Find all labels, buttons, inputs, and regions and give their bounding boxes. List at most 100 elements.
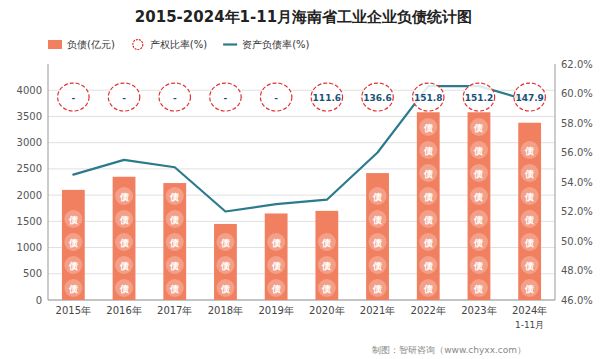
y-tick-label: 0 — [36, 295, 42, 306]
plot-area — [62, 86, 541, 300]
bar-text: 债 — [423, 261, 433, 271]
bar — [315, 211, 338, 300]
ratio-label: - — [173, 93, 177, 103]
bar-circle — [419, 187, 437, 205]
bar-text: 债 — [119, 261, 129, 271]
ratio-label: 147.9 — [515, 93, 543, 103]
bar-text: 债 — [423, 192, 433, 202]
legend-label: 资产负债率(%) — [242, 39, 309, 50]
bar-text: 债 — [524, 215, 534, 225]
y-tick-label: 4000 — [17, 85, 42, 96]
x-tick-label: 2017年 — [157, 305, 192, 316]
bar-text: 债 — [119, 284, 129, 294]
bar — [265, 213, 288, 300]
bar-circle — [419, 141, 437, 159]
bar-text: 债 — [68, 261, 78, 271]
ratio-label: 111.6 — [313, 93, 341, 103]
bar-text: 债 — [372, 192, 382, 202]
x-tick-label: 2020年 — [309, 305, 344, 316]
y-tick-label: 2500 — [17, 163, 42, 174]
bar-text: 债 — [524, 238, 534, 248]
y-tick-label: 3000 — [17, 137, 42, 148]
bar-circle — [318, 279, 336, 297]
bar-text: 债 — [321, 238, 331, 248]
ratio-ellipse — [260, 83, 291, 111]
ratio-label: 136.6 — [363, 93, 391, 103]
x-tick-label: 2018年 — [208, 305, 243, 316]
bar-circle — [521, 141, 539, 159]
bar-circle — [166, 279, 184, 297]
bar-text: 债 — [321, 284, 331, 294]
bar-circle — [64, 279, 82, 297]
bar-text: 债 — [220, 284, 230, 294]
bar-text: 债 — [423, 146, 433, 156]
bar-text: 债 — [473, 215, 483, 225]
bar-circle — [419, 210, 437, 228]
bar-circle — [521, 279, 539, 297]
y2-tick-label: 56.0% — [561, 147, 593, 158]
y-tick-label: 1500 — [17, 216, 42, 227]
bar-circle — [267, 233, 285, 251]
y-tick-label: 1000 — [17, 242, 42, 253]
bar-text: 债 — [169, 215, 179, 225]
bar-circle — [470, 118, 488, 136]
bar-circle — [470, 141, 488, 159]
bar-text: 债 — [372, 284, 382, 294]
x-tick-label: 2016年 — [106, 305, 141, 316]
chart: 2015-2024年1-11月海南省工业企业负债统计图0500100015002… — [0, 0, 607, 359]
bar-text: 债 — [271, 238, 281, 248]
bar-text: 债 — [271, 284, 281, 294]
bar-text: 债 — [372, 215, 382, 225]
bar-text: 债 — [423, 123, 433, 133]
y2-tick-label: 62.0% — [561, 59, 593, 70]
bar-circle — [216, 233, 234, 251]
ratio-ellipse — [311, 83, 342, 111]
bar — [214, 224, 237, 300]
bar — [468, 112, 491, 300]
ratio-ellipse — [159, 83, 190, 111]
y2-tick-label: 48.0% — [561, 265, 593, 276]
bar-circle — [470, 256, 488, 274]
bar-circle — [521, 210, 539, 228]
bar-circle — [216, 256, 234, 274]
y2-axis-line — [555, 64, 556, 300]
bar-circle — [470, 187, 488, 205]
ratio-ellipse — [108, 83, 139, 111]
title: 2015-2024年1-11月海南省工业企业负债统计图 — [135, 8, 472, 26]
y2-tick-label: 60.0% — [561, 88, 593, 99]
bar-text: 债 — [68, 284, 78, 294]
bar-circle — [521, 256, 539, 274]
bar-circle — [419, 164, 437, 182]
bar — [518, 123, 541, 300]
bar-text: 债 — [169, 261, 179, 271]
ratio-label: - — [274, 93, 278, 103]
bar-text: 债 — [524, 146, 534, 156]
bar-text: 债 — [473, 284, 483, 294]
y-tick-label: 3500 — [17, 111, 42, 122]
ratio-label: - — [71, 93, 75, 103]
legend-swatch — [223, 43, 237, 45]
bar-text: 债 — [473, 192, 483, 202]
bar-text: 债 — [169, 238, 179, 248]
bar-circle — [369, 279, 387, 297]
bar-circle — [318, 256, 336, 274]
x-tick-label: 2015年 — [56, 305, 91, 316]
bar-text: 债 — [220, 238, 230, 248]
bar-text: 债 — [524, 284, 534, 294]
bar-circle — [216, 279, 234, 297]
bar-circle — [521, 164, 539, 182]
bar-text: 债 — [423, 238, 433, 248]
y-axis-line — [48, 64, 49, 300]
bar-text: 债 — [169, 284, 179, 294]
bar-circle — [470, 233, 488, 251]
bar-circle — [419, 256, 437, 274]
ratio-label: 151.2 — [465, 93, 493, 103]
bar-circle — [166, 233, 184, 251]
x-tick-label: 2023年 — [461, 305, 496, 316]
ratio-ellipse — [514, 83, 545, 111]
bar-text: 债 — [119, 192, 129, 202]
bar-text: 债 — [423, 169, 433, 179]
bar-text: 债 — [119, 238, 129, 248]
watermark: 制图：智研咨询（www.chyxx.com） — [372, 345, 526, 355]
bar-circle — [369, 210, 387, 228]
